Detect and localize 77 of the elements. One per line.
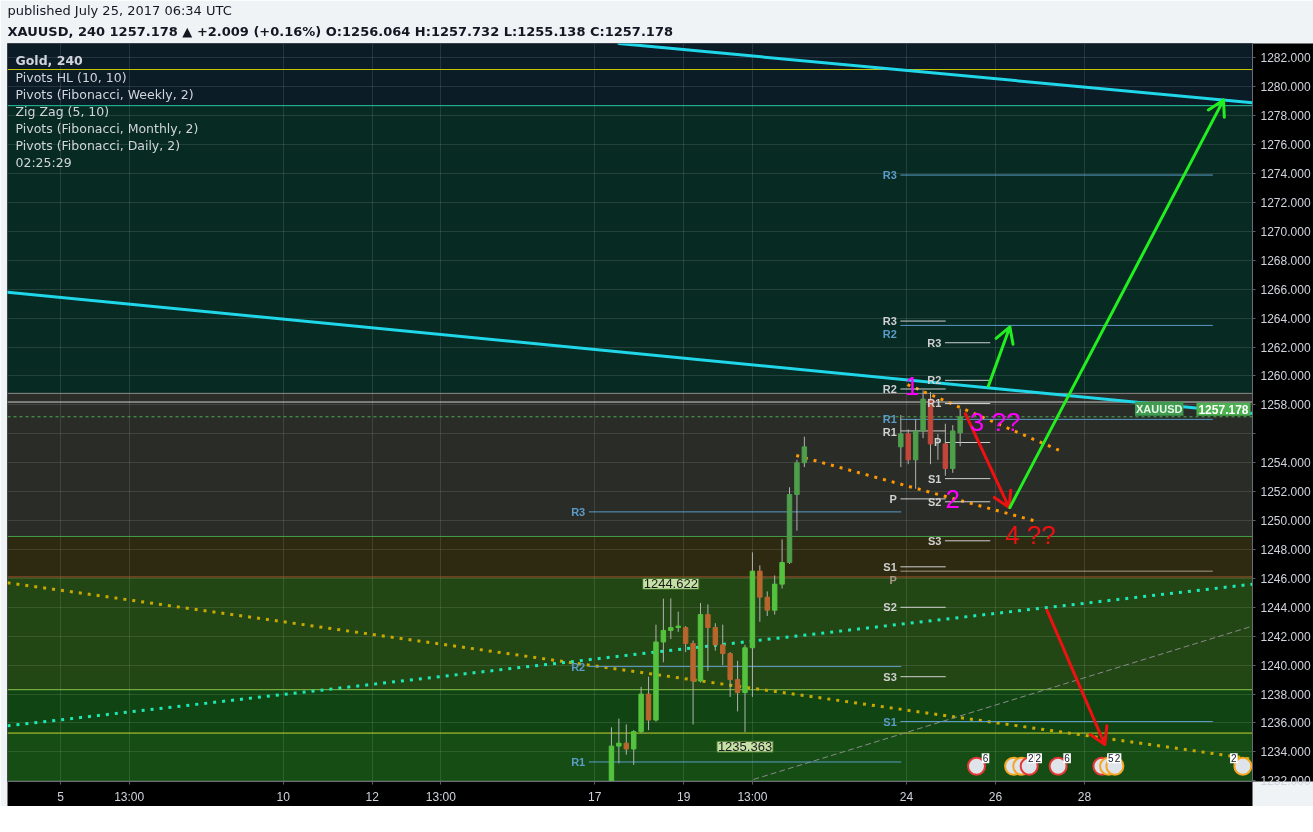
y-tick-label: 1242.000: [1260, 629, 1311, 644]
x-tick-label: 13:00: [737, 789, 768, 804]
y-tick-label: 1276.000: [1260, 138, 1311, 153]
series-label: R2: [571, 660, 586, 673]
ref-line-label: 1257.178: [1198, 402, 1249, 417]
y-tick-label: 1280.000: [1260, 80, 1311, 95]
annotation: 6: [1064, 753, 1071, 765]
series-label: S1: [927, 472, 942, 485]
series-label: S1: [883, 560, 897, 573]
series-label: R3: [927, 336, 942, 349]
x-tick-label: 13:00: [114, 789, 145, 804]
annotation: XAUUSD: [1135, 402, 1183, 415]
annotation: Gold, 240: [15, 53, 84, 68]
series-label: P: [889, 573, 897, 586]
annotation: 5: [1108, 753, 1115, 765]
x-tick-label: 19: [677, 789, 691, 804]
annotation: Pivots (Fibonacci, Monthly, 2): [15, 121, 199, 136]
annotation: 02:25:29: [15, 155, 72, 170]
x-tick-label: 13:00: [425, 789, 457, 804]
y-tick-label: 1272.000: [1260, 196, 1311, 211]
x-tick-label: 24: [899, 789, 914, 804]
annotation: Pivots (Fibonacci, Weekly, 2): [15, 87, 194, 102]
y-tick-label: 1282.000: [1260, 51, 1311, 66]
series-label: R2: [882, 383, 897, 396]
y-tick-label: 1274.000: [1260, 167, 1311, 182]
annotation: 2: [1114, 753, 1121, 765]
y-tick-label: 1232.000: [1260, 774, 1311, 789]
y-tick-label: 1264.000: [1260, 311, 1311, 326]
annotation: Pivots (Fibonacci, Daily, 2): [15, 138, 181, 153]
series-label: S2: [883, 601, 897, 614]
series-label: S3: [883, 670, 897, 683]
series-label: P: [933, 436, 942, 449]
y-tick-label: 1258.000: [1260, 398, 1311, 413]
x-tick-label: 26: [988, 789, 1003, 804]
series-label: R2: [882, 328, 897, 341]
y-tick-label: 1244.000: [1260, 600, 1311, 615]
annotation: 2: [1035, 753, 1042, 765]
annotation: 1244.622: [643, 576, 698, 592]
y-tick-label: 1254.000: [1260, 456, 1311, 471]
y-tick-label: 1236.000: [1260, 716, 1311, 731]
y-tick-label: 1260.000: [1260, 369, 1311, 384]
y-tick-label: 1252.000: [1260, 485, 1311, 500]
x-tick-label: 12: [365, 789, 380, 804]
x-tick-label: 5: [57, 789, 65, 804]
series-label: P: [889, 492, 897, 505]
y-tick-label: 1278.000: [1260, 109, 1311, 124]
y-tick-label: 1250.000: [1260, 514, 1311, 529]
series-label: R3: [882, 315, 897, 328]
y-tick-label: 1248.000: [1260, 542, 1311, 557]
annotation: 6: [982, 753, 989, 765]
y-tick-label: 1240.000: [1260, 658, 1311, 673]
y-tick-label: 1268.000: [1260, 253, 1311, 268]
series-label: R3: [882, 169, 897, 182]
y-tick-label: 1262.000: [1260, 340, 1311, 355]
x-tick-label: 17: [588, 789, 602, 804]
series-label: S1: [883, 715, 897, 728]
y-tick-label: 1266.000: [1260, 282, 1311, 297]
annotation: 1235.363: [717, 739, 773, 755]
chart-title: published July 25, 2017 06:34 UTC: [7, 2, 232, 18]
y-tick-label: 1270.000: [1260, 224, 1311, 239]
y-tick-label: 1238.000: [1260, 687, 1311, 702]
chart-subtitle: XAUUSD, 240 1257.178 ▲ +2.009 (+0.16%) O:1256.064 H:1257.732 L:1255.138 C:1257.178: [7, 24, 673, 39]
annotation: 2: [1231, 753, 1238, 765]
annotation: Zig Zag (5, 10): [15, 104, 110, 119]
series-label: R1: [571, 755, 586, 768]
x-tick-label: 28: [1077, 789, 1092, 804]
y-tick-label: 1246.000: [1260, 571, 1311, 586]
series-label: R1: [927, 397, 942, 410]
series-label: S2: [927, 495, 942, 508]
x-tick-label: 10: [276, 789, 291, 804]
series-label: R3: [571, 505, 586, 518]
series-label: S3: [927, 534, 942, 547]
series-label: R1: [882, 426, 897, 439]
y-tick-label: 1234.000: [1260, 745, 1311, 760]
annotation: 2: [1027, 753, 1034, 765]
series-label: R1: [882, 413, 897, 426]
annotation: Pivots HL (10, 10): [15, 70, 127, 85]
